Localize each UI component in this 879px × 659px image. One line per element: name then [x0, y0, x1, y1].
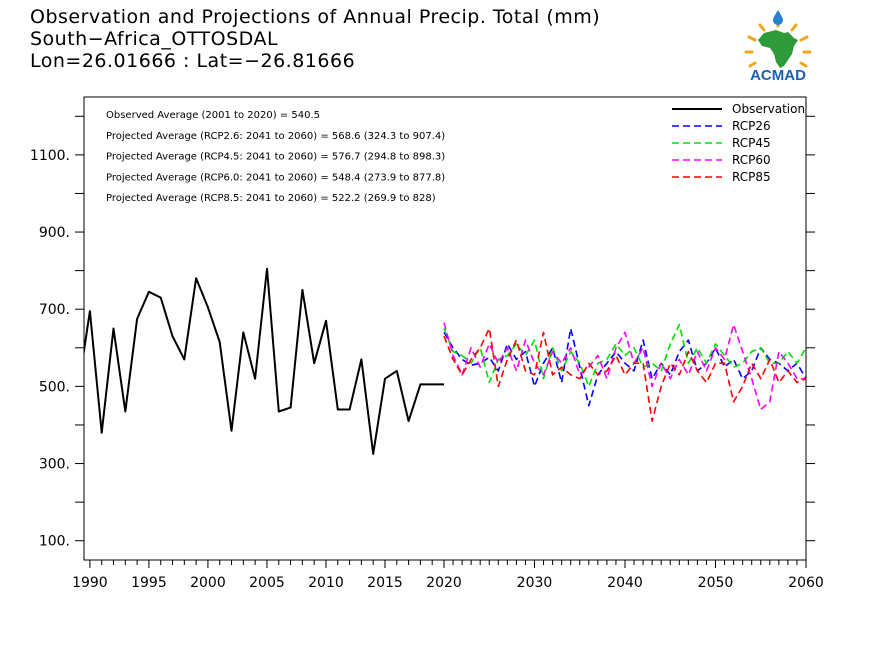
water-drop-icon — [773, 10, 783, 25]
stat-line: Observed Average (2001 to 2020) = 540.5 — [106, 110, 320, 121]
x-tick-label: 2030 — [517, 575, 553, 591]
x-axis: 1990 1995 2000 2005 2010 2015 2020 2030 2040 2050… — [72, 560, 824, 591]
x-tick-label: 2040 — [607, 575, 643, 591]
series-line-observation — [84, 267, 444, 455]
legend-label-rcp45: RCP45 — [732, 136, 771, 150]
x-tick-label: 2010 — [308, 575, 344, 591]
africa-map-icon — [758, 30, 798, 68]
y-tick-label: 300. — [39, 457, 70, 473]
stat-line: Projected Average (RCP8.5: 2041 to 2060)… — [106, 193, 436, 204]
x-tick-label: 2020 — [426, 575, 462, 591]
plot-frame — [83, 96, 807, 561]
stats-annotations: Observed Average (2001 to 2020) = 540.5 P… — [106, 110, 445, 204]
chart-title-block: Observation and Projections of Annual Pr… — [30, 6, 600, 72]
series-line-rcp85 — [443, 327, 806, 422]
acmad-logo: ACMAD — [744, 10, 812, 83]
x-tick-label: 2050 — [698, 575, 734, 591]
series-line-rcp26 — [443, 327, 806, 407]
logo-text: ACMAD — [750, 67, 806, 83]
x-tick-label: 2005 — [249, 575, 285, 591]
y-tick-label: 100. — [39, 534, 70, 550]
y-tick-label: 1100. — [30, 148, 70, 164]
y-tick-label: 500. — [39, 379, 70, 395]
y-axis: 100. 300. 500. 700. 900. 1100. — [30, 115, 815, 550]
y-tick-label: 900. — [39, 225, 70, 241]
legend-label-observation: Observation — [732, 102, 805, 116]
chart-title: Observation and Projections of Annual Pr… — [30, 6, 601, 28]
stat-line: Projected Average (RCP4.5: 2041 to 2060)… — [106, 152, 445, 163]
stat-line: Projected Average (RCP2.6: 2041 to 2060)… — [106, 131, 445, 142]
legend: Observation RCP26 RCP45 RCP60 RCP85 — [672, 102, 805, 184]
x-tick-label: 1995 — [131, 575, 167, 591]
x-tick-label: 1990 — [72, 575, 108, 591]
legend-label-rcp85: RCP85 — [732, 170, 771, 184]
x-tick-label: 2015 — [367, 575, 403, 591]
legend-label-rcp60: RCP60 — [732, 153, 771, 167]
legend-label-rcp26: RCP26 — [732, 119, 771, 133]
series-layer — [84, 267, 806, 455]
x-tick-label: 2000 — [190, 575, 226, 591]
y-tick-label: 700. — [39, 302, 70, 318]
series-line-rcp60 — [443, 322, 806, 411]
x-tick-label: 2060 — [788, 575, 824, 591]
chart-location: South−Africa_OTTOSDAL — [30, 28, 279, 50]
stat-line: Projected Average (RCP6.0: 2041 to 2060)… — [106, 172, 445, 183]
chart-coordinates: Lon=26.01666 : Lat=−26.81666 — [30, 50, 356, 72]
